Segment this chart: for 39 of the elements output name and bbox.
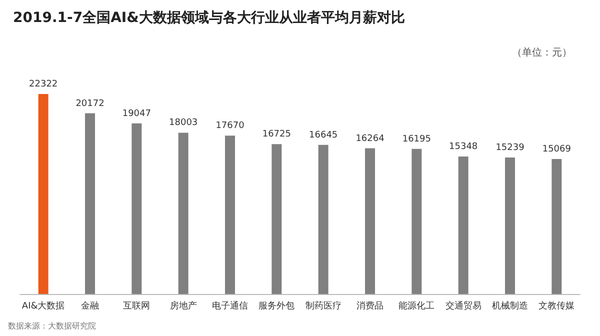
data-label: 16725 [262, 130, 291, 140]
x-tick-label: 金融 [81, 300, 99, 312]
x-tick-label: 消费品 [356, 300, 384, 312]
bar [552, 158, 562, 294]
x-tick-label: 服务外包 [258, 300, 295, 312]
bar [85, 113, 95, 294]
x-tick-label: 交通贸易 [445, 300, 482, 312]
x-tick-label: 机械制造 [492, 300, 528, 312]
data-label: 16195 [402, 134, 431, 144]
data-label: 17670 [216, 121, 245, 132]
text: （单位：元） [512, 46, 572, 58]
bar [318, 144, 328, 294]
x-tick-label: AI&大数据 [22, 300, 65, 312]
bar [272, 144, 282, 294]
data-label: 19047 [122, 108, 151, 119]
bar [505, 157, 515, 294]
bar [132, 123, 142, 294]
x-tick-label: 制药医疗 [305, 300, 342, 312]
bar [458, 156, 468, 294]
bar [225, 136, 235, 294]
data-label: 22322 [29, 79, 58, 90]
bar [178, 132, 188, 294]
chart-title: 2019.1-7全国AI&大数据领域与各大行业从业者平均月薪对比 [13, 10, 405, 26]
source-note: 数据来源：大数据研究院 [8, 322, 96, 330]
x-tick-label: 房地产 [170, 300, 197, 312]
x-tick-label: 文教传媒 [538, 300, 575, 312]
data-label: 15348 [449, 142, 478, 152]
data-label: 16264 [356, 134, 385, 144]
data-label: 16645 [309, 130, 338, 140]
bar [412, 148, 422, 294]
data-label: 15069 [542, 144, 572, 154]
data-label: 20172 [76, 98, 104, 109]
data-label: 15239 [496, 142, 525, 153]
data-label: 18003 [169, 118, 198, 128]
x-tick-label: 互联网 [123, 300, 150, 312]
bar [365, 148, 375, 294]
bar [38, 94, 48, 294]
x-tick-label: 能源化工 [398, 300, 435, 312]
x-tick-label: 电子通信 [212, 300, 248, 312]
